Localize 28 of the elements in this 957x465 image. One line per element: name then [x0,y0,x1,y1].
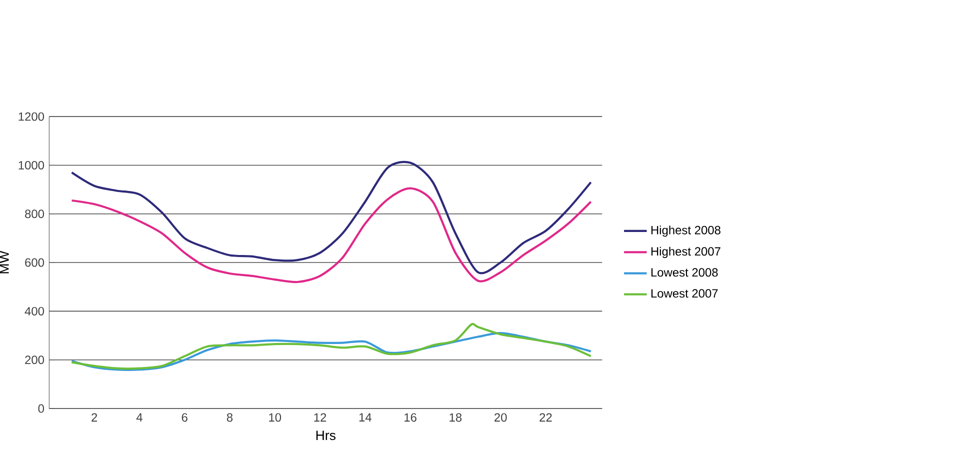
x-tick-label: 6 [182,413,188,422]
legend-label: Highest 2008 [651,225,720,237]
x-tick-label: 10 [269,413,282,422]
x-axis-title: Hrs [316,430,336,440]
y-tick-label: 600 [25,258,44,267]
y-tick-label: 400 [24,306,44,316]
legend-label: Lowest 2008 [651,268,718,277]
x-tick-label: 2 [92,413,98,422]
x-tick-label: 16 [404,413,416,422]
y-tick-label: 1000 [18,160,44,170]
x-tick-label: 14 [359,413,372,422]
line-series [70,160,592,274]
y-tick-label: 0 [38,404,44,413]
x-tick-label: 18 [450,413,462,422]
x-tick-label: 4 [136,413,142,422]
x-tick-label: 8 [226,413,233,422]
y-tick-label: 800 [25,210,44,218]
x-tick-label: 12 [314,413,326,422]
legend-label: Highest 2007 [651,246,720,258]
x-tick-label: 22 [540,413,552,422]
line-series [70,323,592,370]
y-tick-label: 1200 [18,112,44,121]
y-tick-label: 200 [25,355,44,364]
legend-label: Lowest 2007 [651,289,718,298]
y-axis-title: MW [0,250,9,274]
line-series [70,187,592,283]
x-tick-label: 20 [494,413,507,422]
line-series [70,332,592,371]
